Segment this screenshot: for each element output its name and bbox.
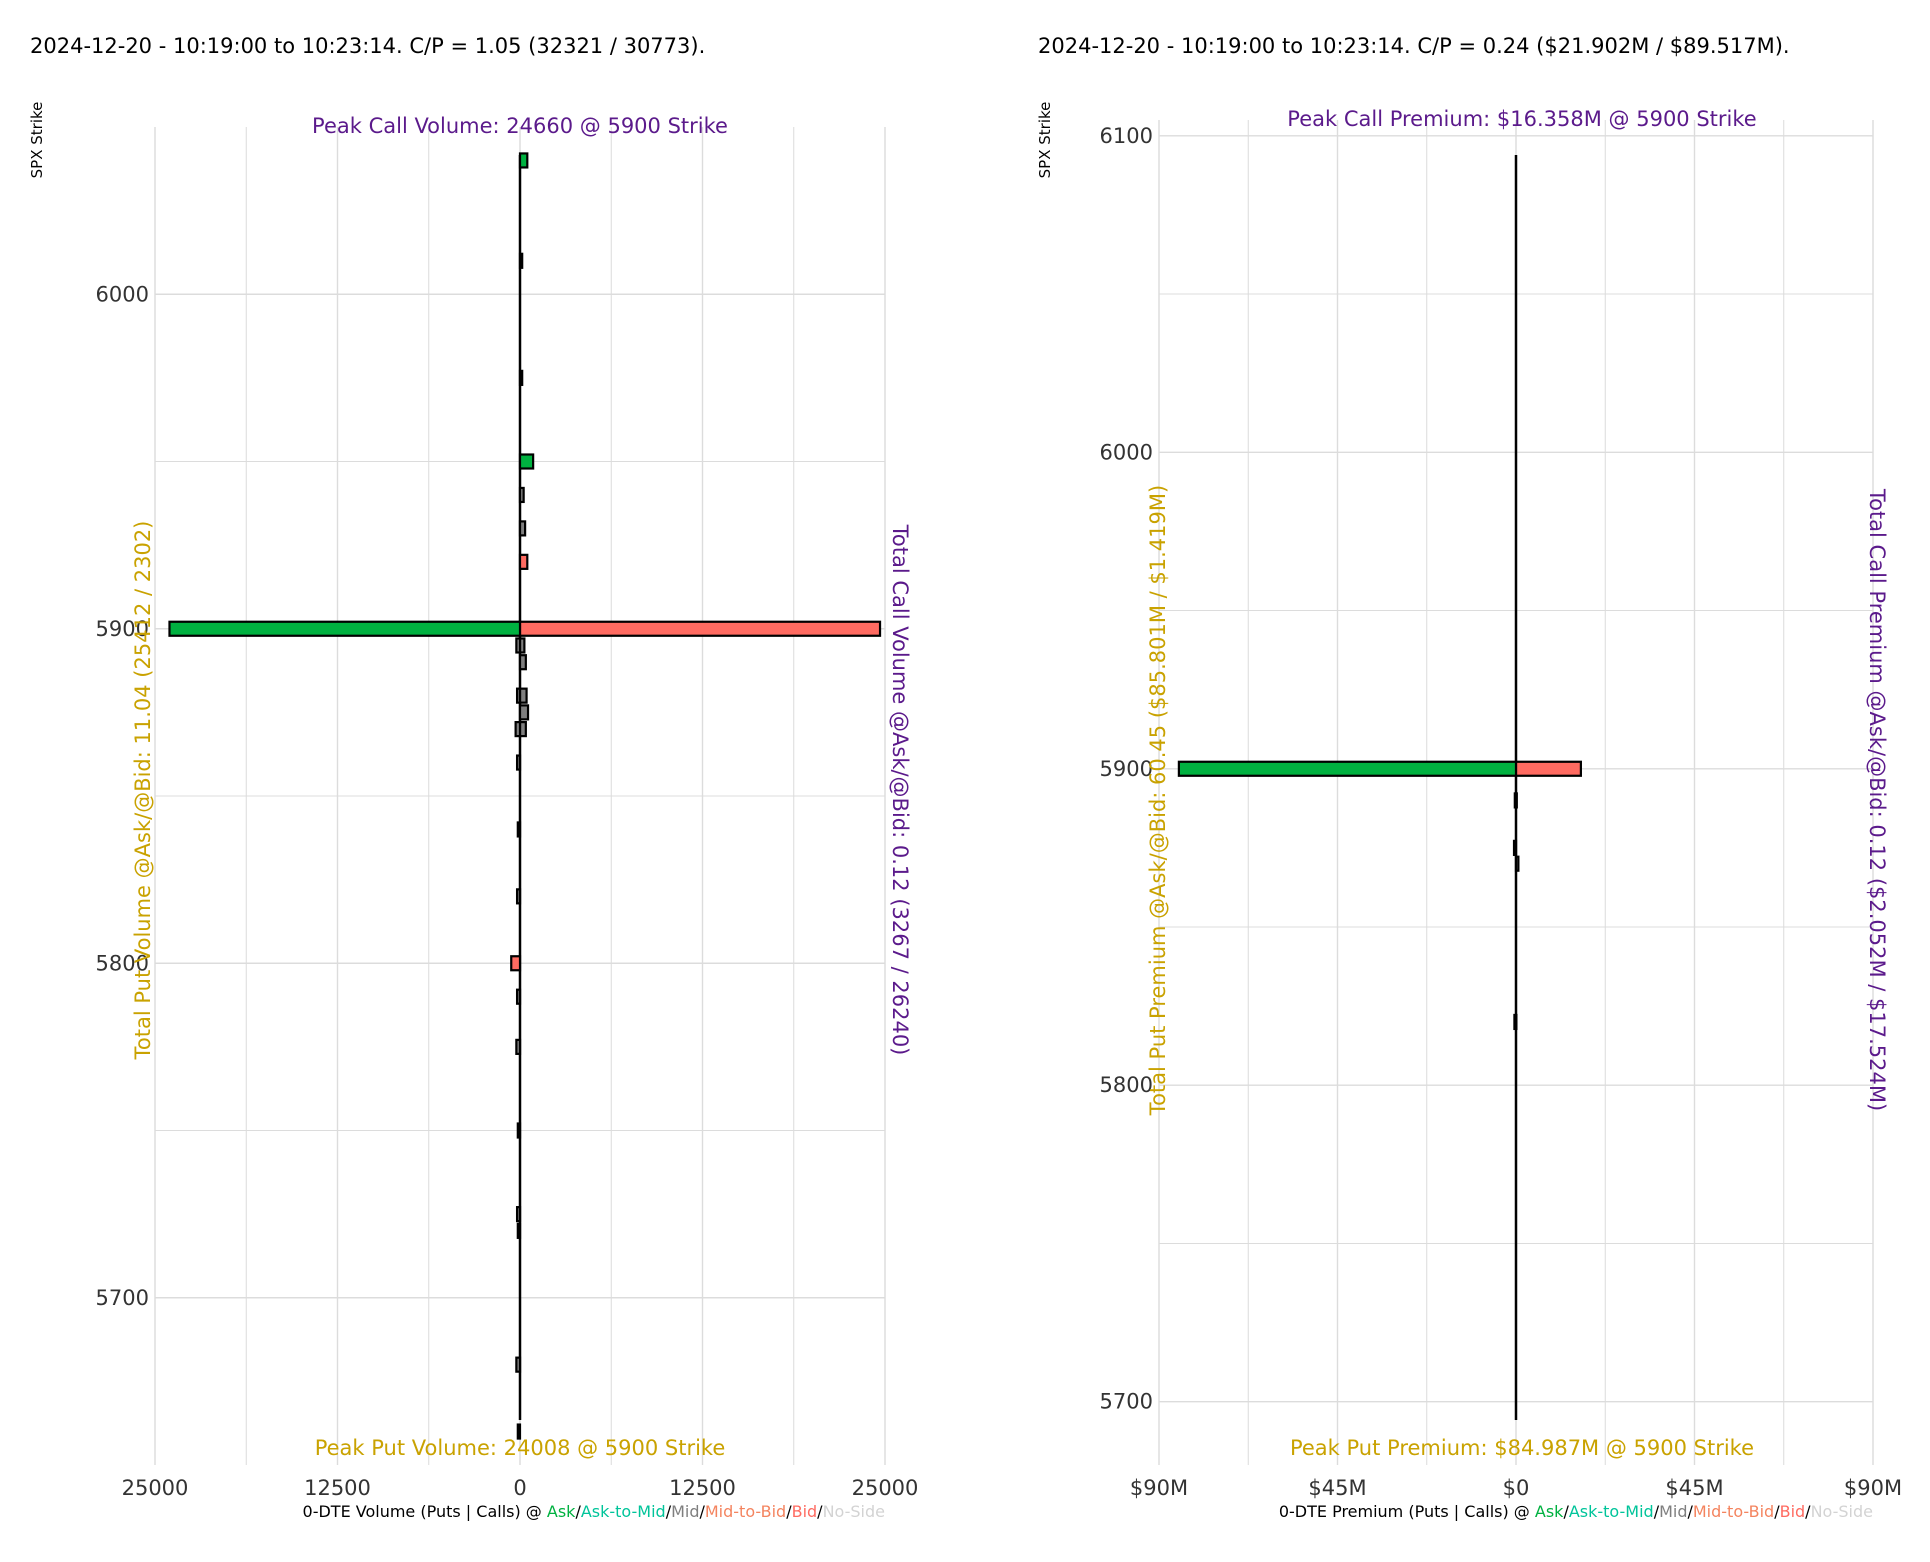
y-tick-label: 5800 [1100, 1073, 1153, 1097]
peak-put-annotation: Peak Put Premium: $84.987M @ 5900 Strike [1290, 1436, 1754, 1460]
put-bar [515, 1038, 522, 1055]
legend-entry: / [666, 1502, 672, 1521]
peak-call-annotation: Peak Call Volume: 24660 @ 5900 Strike [312, 114, 728, 138]
put-bar [1513, 1013, 1518, 1031]
call-bar [518, 486, 525, 504]
x-tick-label: 0 [513, 1476, 526, 1500]
x-tick-label: $90M [1130, 1476, 1188, 1500]
right-chart-title: 2024-12-20 - 10:19:00 to 10:23:14. C/P =… [1038, 34, 1790, 58]
put-bar [168, 620, 522, 637]
put-bar [515, 888, 522, 905]
legend-entry: Mid [1659, 1502, 1687, 1521]
put-bar [515, 988, 522, 1005]
x-tick-label: $45M [1308, 1476, 1366, 1500]
call-bar [518, 553, 529, 570]
put-bar [516, 1222, 522, 1239]
x-tick-label: 25000 [852, 1476, 919, 1500]
legend-entry: Bid [1780, 1502, 1806, 1521]
x-tick-label: 12500 [304, 1476, 371, 1500]
call-bar [518, 152, 529, 169]
legend-entry: No-Side [1811, 1502, 1873, 1521]
legend-entry: No-Side [823, 1502, 885, 1521]
x-axis-title-text: 0-DTE Volume (Puts | Calls) @ [303, 1502, 547, 1521]
call-bar [518, 453, 535, 470]
total-put-annotation: Total Put Volume @Ask/@Bid: 11.04 (25412… [131, 521, 155, 1061]
y-tick-label: 6000 [96, 282, 149, 306]
total-call-annotation: Total Call Premium @Ask/@Bid: 0.12 ($2.0… [1865, 488, 1889, 1111]
call-bar [518, 704, 530, 721]
put-bar [1513, 792, 1518, 809]
legend-entry: / [1687, 1502, 1693, 1521]
x-tick-label: $0 [1503, 1476, 1530, 1500]
legend-entry: Bid [792, 1502, 818, 1521]
put-bar [515, 637, 522, 654]
call-bar [1514, 855, 1520, 872]
legend-entry: / [1654, 1502, 1660, 1521]
put-bar [515, 687, 522, 704]
put-bar [510, 955, 522, 972]
x-axis-title-text: 0-DTE Premium (Puts | Calls) @ [1279, 1502, 1535, 1521]
call-bar [1514, 760, 1582, 777]
x-tick-label: $90M [1844, 1476, 1902, 1500]
legend-entry: Ask-to-Mid [581, 1502, 666, 1521]
put-bar [514, 720, 522, 738]
put-bar [515, 1206, 522, 1223]
put-bar [516, 821, 522, 838]
y-tick-label: 5900 [1100, 757, 1153, 781]
volume-chart: 5700 5800 5900 6000 25000 12500 0 12500 25000 SPX… [28, 102, 919, 1521]
put-bar [515, 1356, 522, 1373]
legend-entry: / [817, 1502, 823, 1521]
legend-entry: Ask-to-Mid [1569, 1502, 1654, 1521]
call-bar [518, 252, 524, 269]
put-bar [516, 1122, 522, 1139]
total-call-annotation: Total Call Volume @Ask/@Bid: 0.12 (3267 … [888, 524, 912, 1056]
peak-call-annotation: Peak Call Premium: $16.358M @ 5900 Strik… [1287, 107, 1756, 131]
x-tick-label: $45M [1665, 1476, 1723, 1500]
legend-entry: Mid [671, 1502, 699, 1521]
y-tick-label: 5800 [96, 951, 149, 975]
legend-entry: / [699, 1502, 705, 1521]
legend-entry: Ask [547, 1502, 576, 1521]
y-axis-title: SPX Strike [1036, 102, 1054, 179]
y-tick-label: 6100 [1100, 124, 1153, 148]
legend-entry: Mid-to-Bid [1693, 1502, 1774, 1521]
x-tick-label: 25000 [122, 1476, 189, 1500]
call-bar [518, 369, 524, 386]
legend-entry: / [575, 1502, 581, 1521]
legend-entry: / [786, 1502, 792, 1521]
put-bar [516, 1423, 522, 1440]
x-axis-title: 0-DTE Volume (Puts | Calls) @ Ask/Ask-to… [303, 1502, 885, 1521]
put-bar [1177, 760, 1518, 777]
total-put-annotation: Total Put Premium @Ask/@Bid: 60.45 ($85.… [1146, 485, 1170, 1116]
left-chart-panel: 2024-12-20 - 10:19:00 to 10:23:14. C/P =… [0, 0, 930, 1562]
y-axis-title: SPX Strike [28, 102, 46, 179]
peak-put-annotation: Peak Put Volume: 24008 @ 5900 Strike [315, 1436, 726, 1460]
put-bar [1512, 839, 1518, 856]
legend-entry: Mid-to-Bid [705, 1502, 786, 1521]
call-bar [518, 520, 527, 537]
legend-entry: Ask [1535, 1502, 1564, 1521]
put-bar [515, 754, 522, 771]
y-tick-label: 5700 [1100, 1390, 1153, 1414]
legend-entry: / [1563, 1502, 1569, 1521]
x-tick-label: 12500 [669, 1476, 736, 1500]
y-tick-label: 5900 [96, 617, 149, 641]
legend-entry: / [1805, 1502, 1811, 1521]
call-bar [518, 654, 527, 671]
x-axis-title: 0-DTE Premium (Puts | Calls) @ Ask/Ask-t… [1279, 1502, 1873, 1521]
legend-entry: / [1774, 1502, 1780, 1521]
y-tick-label: 6000 [1100, 440, 1153, 464]
y-tick-label: 5700 [96, 1286, 149, 1310]
left-chart-title: 2024-12-20 - 10:19:00 to 10:23:14. C/P =… [30, 34, 706, 58]
